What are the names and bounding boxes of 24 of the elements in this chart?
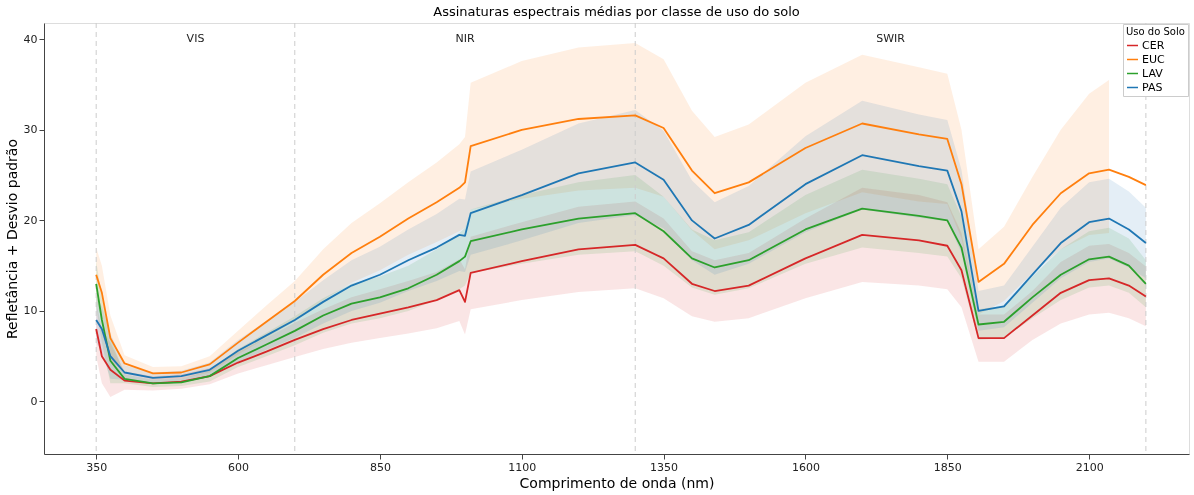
legend-label: CER: [1142, 38, 1165, 52]
legend-label: EUC: [1142, 52, 1165, 66]
x-tick-label: 1100: [508, 460, 537, 474]
y-tick-label: 40: [23, 32, 38, 46]
x-tick-label: 2100: [1075, 460, 1104, 474]
y-axis-title: Refletância + Desvio padrão: [3, 138, 20, 340]
y-tick-label: 20: [23, 213, 38, 227]
legend-label: PAS: [1142, 80, 1163, 94]
x-tick-label: 850: [369, 460, 391, 474]
annotation: VIS: [186, 32, 205, 45]
y-tick-label: 30: [23, 123, 38, 137]
x-tick-label: 350: [86, 460, 108, 474]
x-tick-label: 1350: [650, 460, 679, 474]
x-tick-label: 600: [228, 460, 250, 474]
chart-title: Assinaturas espectrais médias por classe de uso do solo: [433, 3, 800, 19]
annotation: NIR: [455, 32, 475, 45]
annotation: SWIR: [876, 32, 906, 45]
legend-label: LAV: [1142, 66, 1164, 80]
x-axis-title: Comprimento de onda (nm): [519, 474, 715, 491]
legend-title: Uso do Solo: [1126, 26, 1185, 37]
x-tick-label: 1850: [933, 460, 962, 474]
x-tick-label: 1600: [791, 460, 820, 474]
y-tick-label: 10: [23, 304, 38, 318]
y-tick-label: 0: [30, 394, 38, 408]
